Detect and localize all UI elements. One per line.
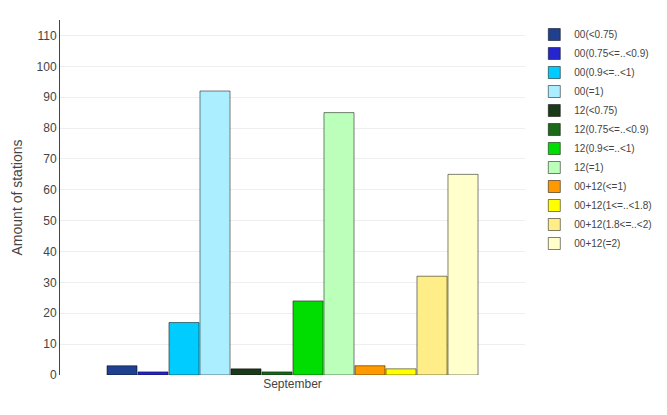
svg-text:00(<0.75): 00(<0.75) (574, 29, 617, 40)
svg-text:50: 50 (43, 214, 57, 228)
svg-text:80: 80 (43, 121, 57, 135)
svg-text:20: 20 (43, 306, 57, 320)
svg-text:00(0.75<=..<0.9): 00(0.75<=..<0.9) (574, 48, 648, 59)
svg-text:12(<0.75): 12(<0.75) (574, 105, 617, 116)
svg-text:10: 10 (43, 337, 57, 351)
svg-text:70: 70 (43, 152, 57, 166)
svg-text:12(0.75<=..<0.9): 12(0.75<=..<0.9) (574, 124, 648, 135)
svg-text:12(=1): 12(=1) (574, 162, 603, 173)
svg-text:30: 30 (43, 276, 57, 290)
svg-text:0: 0 (50, 368, 57, 382)
svg-text:90: 90 (43, 90, 57, 104)
svg-text:60: 60 (43, 183, 57, 197)
svg-text:00(=1): 00(=1) (574, 86, 603, 97)
svg-text:12(0.9<=..<1): 12(0.9<=..<1) (574, 143, 634, 154)
svg-text:00+12(<=1): 00+12(<=1) (574, 181, 626, 192)
svg-text:110: 110 (37, 29, 56, 43)
svg-text:00+12(1.8<=..<2): 00+12(1.8<=..<2) (574, 219, 651, 230)
svg-text:100: 100 (37, 60, 57, 74)
svg-text:00(0.9<=..<1): 00(0.9<=..<1) (574, 67, 634, 78)
svg-text:40: 40 (43, 245, 57, 259)
svg-text:September: September (263, 377, 322, 391)
svg-text:Amount of stations: Amount of stations (9, 140, 25, 256)
svg-text:00+12(=2): 00+12(=2) (574, 238, 620, 249)
svg-text:00+12(1<=..<1.8): 00+12(1<=..<1.8) (574, 200, 651, 211)
